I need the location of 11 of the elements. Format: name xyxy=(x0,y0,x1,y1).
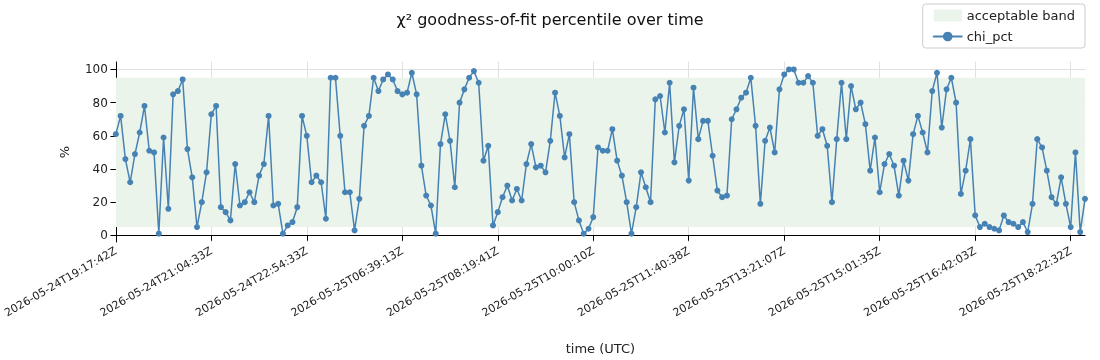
y-tick-label: 40 xyxy=(92,162,108,176)
chart-title: χ² goodness-of-fit percentile over time xyxy=(396,9,704,29)
y-tick-label: 80 xyxy=(92,95,108,110)
y-tick-label: 0 xyxy=(100,228,108,243)
y-tick-label: 100 xyxy=(84,62,108,77)
y-tick-label: 60 xyxy=(92,128,108,143)
legend-label: acceptable band xyxy=(966,8,1075,23)
legend-label: chi_pct xyxy=(966,29,1013,44)
y-tick-label: 20 xyxy=(92,195,108,210)
x-axis-title: time (UTC) xyxy=(565,341,636,356)
y-axis-title: % xyxy=(56,145,72,159)
